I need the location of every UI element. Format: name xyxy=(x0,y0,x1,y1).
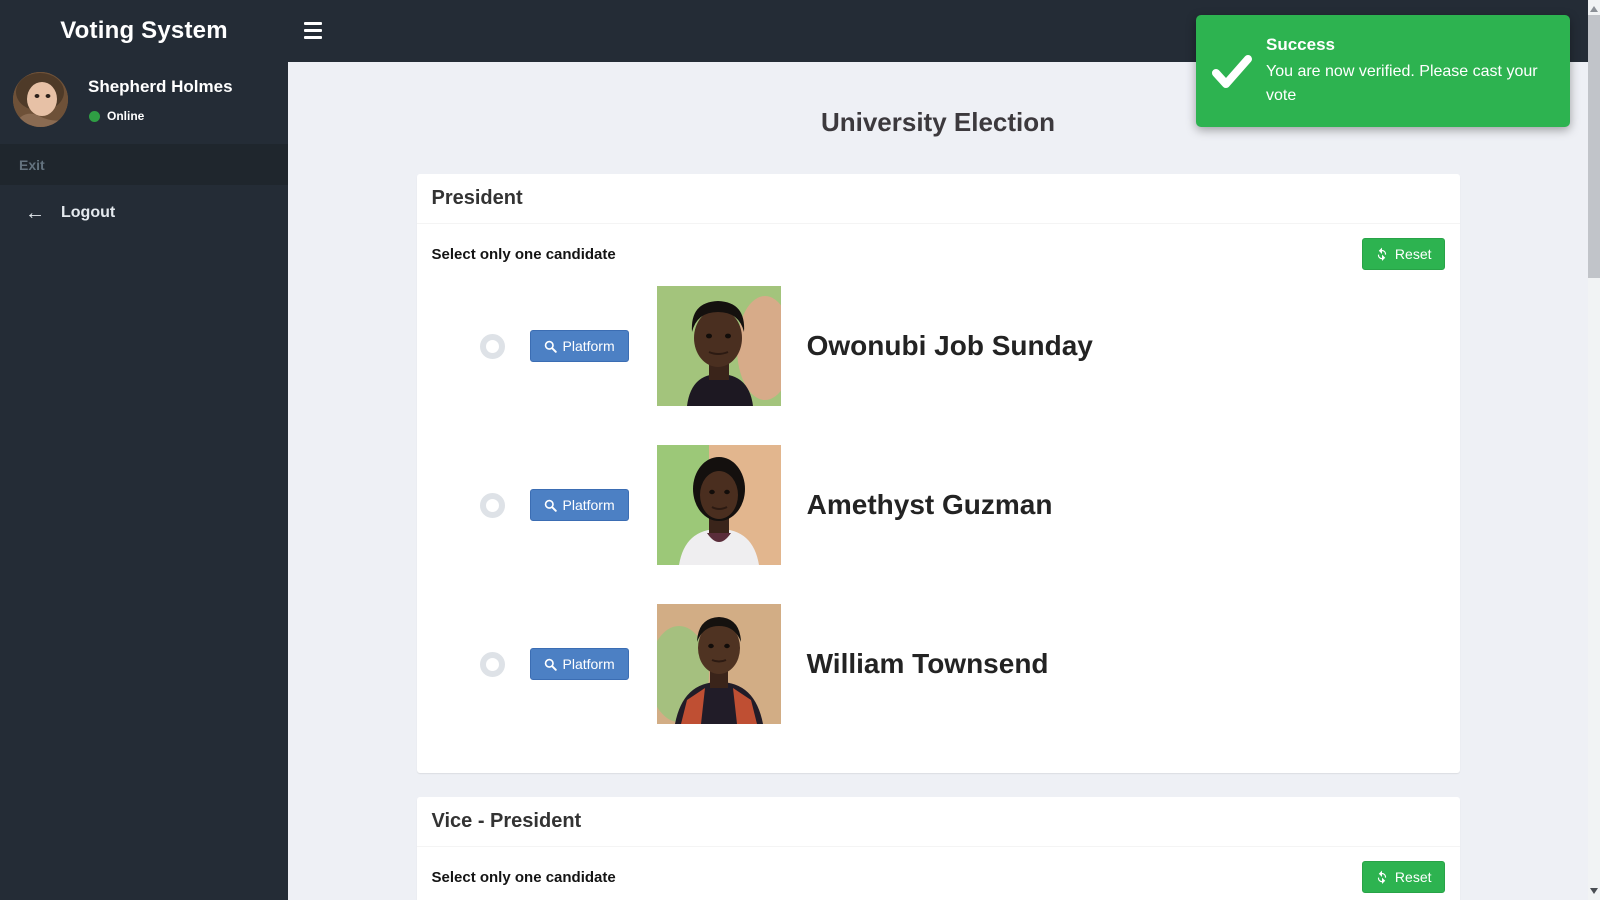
platform-button[interactable]: Platform xyxy=(529,489,629,521)
candidate-photo xyxy=(656,445,781,565)
search-icon xyxy=(544,499,557,512)
candidate-row: Platform Amet xyxy=(432,445,1445,565)
instruction-text: Select only one candidate xyxy=(431,868,616,886)
candidate-photo xyxy=(656,604,781,724)
candidate-name: William Townsend xyxy=(806,648,1049,679)
sidebar: Shepherd Holmes Online Exit ← Logout xyxy=(0,62,288,900)
candidate-row: Platform Owonubi Job Sunda xyxy=(432,286,1445,406)
scroll-up-arrow-icon[interactable] xyxy=(1590,6,1598,12)
candidate-radio[interactable] xyxy=(479,492,505,518)
candidate-row: Platform xyxy=(432,604,1445,724)
candidate-photo xyxy=(656,286,781,406)
user-panel: Shepherd Holmes Online xyxy=(0,62,288,144)
section-vice-president-card: Vice - President Select only one candida… xyxy=(416,797,1460,900)
section-body: Select only one candidate Reset xyxy=(417,847,1460,900)
avatar xyxy=(13,72,68,127)
section-president-card: President Select only one candidate Rese… xyxy=(416,174,1460,773)
refresh-icon xyxy=(1377,870,1386,884)
refresh-icon xyxy=(1377,247,1386,261)
section-body: Select only one candidate Reset Platform xyxy=(417,224,1460,773)
arrow-left-icon: ← xyxy=(25,202,45,224)
sidebar-section-exit: Exit xyxy=(0,144,288,185)
check-icon xyxy=(1212,55,1252,88)
platform-button[interactable]: Platform xyxy=(529,330,629,362)
page-scrollbar xyxy=(1588,0,1600,900)
page-title: University Election xyxy=(820,107,1056,137)
online-dot-icon xyxy=(89,110,100,122)
scroll-down-arrow-icon[interactable] xyxy=(1590,888,1598,894)
section-title: Vice - President xyxy=(416,797,1460,847)
user-status: Online xyxy=(89,109,144,123)
candidate-name: Owonubi Job Sunday xyxy=(806,330,1093,361)
reset-button[interactable]: Reset xyxy=(1361,238,1445,270)
toast-message: You are now verified. Please cast your v… xyxy=(1266,63,1538,104)
hamburger-icon[interactable] xyxy=(304,22,322,39)
candidate-radio[interactable] xyxy=(479,651,505,677)
platform-button[interactable]: Platform xyxy=(529,648,629,680)
candidate-name: Amethyst Guzman xyxy=(806,489,1053,520)
logout-label: Logout xyxy=(61,204,116,221)
toast-title: Success xyxy=(1266,35,1335,54)
instruction-text: Select only one candidate xyxy=(431,245,616,263)
search-icon xyxy=(544,658,557,671)
sidebar-item-logout[interactable]: ← Logout xyxy=(0,185,288,241)
section-title: President xyxy=(416,174,1460,224)
main-content: University Election President Select onl… xyxy=(288,62,1588,900)
app-logo[interactable]: Voting System xyxy=(60,17,228,44)
candidate-radio[interactable] xyxy=(479,333,505,359)
user-name: Shepherd Holmes xyxy=(88,77,233,96)
reset-button[interactable]: Reset xyxy=(1361,861,1445,893)
scrollbar-thumb[interactable] xyxy=(1588,15,1600,278)
success-toast[interactable]: Success You are now verified. Please cas… xyxy=(1196,15,1570,127)
status-label: Online xyxy=(107,109,145,123)
search-icon xyxy=(544,340,557,353)
